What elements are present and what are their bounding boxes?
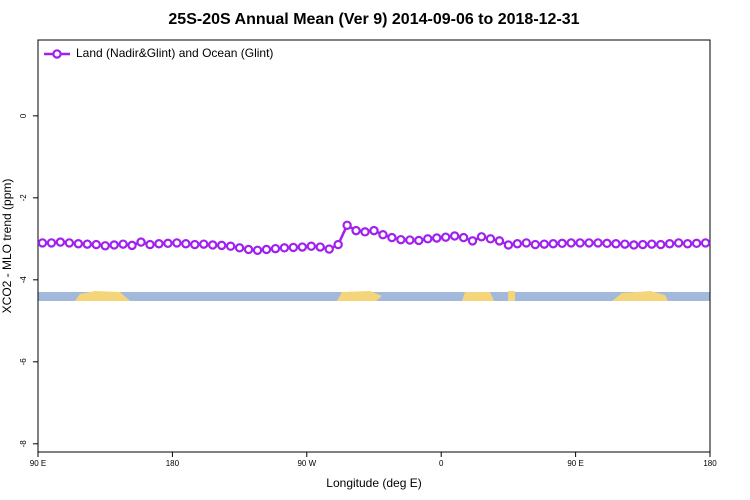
data-point bbox=[682, 239, 693, 249]
data-point bbox=[664, 239, 675, 249]
data-point bbox=[700, 238, 711, 248]
data-point bbox=[172, 238, 182, 248]
data-point bbox=[118, 239, 128, 249]
data-point bbox=[638, 239, 648, 250]
data-point bbox=[458, 232, 469, 243]
data-point bbox=[485, 234, 496, 244]
y-tick-label: -6 bbox=[19, 358, 28, 366]
data-point bbox=[360, 227, 370, 237]
data-point bbox=[82, 239, 92, 249]
data-point bbox=[691, 238, 702, 249]
data-point bbox=[423, 234, 433, 244]
data-point bbox=[530, 239, 540, 250]
y-axis-label: XCO2 - MLO trend (ppm) bbox=[0, 179, 14, 314]
x-axis-label: Longitude (deg E) bbox=[326, 476, 421, 490]
data-point bbox=[306, 241, 316, 251]
data-point bbox=[602, 238, 612, 249]
x-tick-label: 90 E bbox=[30, 459, 46, 468]
data-point bbox=[181, 239, 191, 249]
data-point bbox=[270, 243, 281, 254]
data-point bbox=[566, 238, 576, 248]
data-point bbox=[440, 232, 451, 242]
data-point bbox=[208, 240, 218, 250]
data-point bbox=[405, 235, 415, 245]
data-point bbox=[333, 239, 343, 250]
data-point bbox=[396, 234, 406, 245]
data-point bbox=[243, 244, 254, 255]
data-point bbox=[539, 239, 549, 249]
plot-frame bbox=[37, 39, 711, 453]
data-point bbox=[100, 241, 110, 251]
data-point bbox=[37, 238, 48, 248]
data-point bbox=[234, 243, 245, 253]
data-point bbox=[611, 239, 621, 249]
data-point bbox=[584, 238, 594, 248]
chart-title: 25S-20S Annual Mean (Ver 9) 2014-09-06 t… bbox=[168, 11, 579, 28]
legend-label: Land (Nadir&Glint) and Ocean (Glint) bbox=[76, 46, 273, 60]
data-point bbox=[476, 232, 487, 242]
data-point bbox=[55, 237, 66, 247]
data-point bbox=[673, 238, 684, 248]
data-point bbox=[64, 238, 75, 248]
data-point bbox=[414, 235, 424, 246]
data-point bbox=[342, 220, 352, 230]
data-point bbox=[199, 239, 209, 249]
data-point bbox=[261, 244, 272, 255]
data-point bbox=[512, 239, 523, 249]
data-point bbox=[225, 241, 236, 251]
data-point bbox=[548, 239, 558, 249]
data-point bbox=[252, 245, 263, 256]
data-point bbox=[297, 242, 308, 252]
x-tick-label: 180 bbox=[166, 459, 180, 468]
x-tick-label: 180 bbox=[703, 459, 717, 468]
data-point bbox=[494, 236, 505, 246]
data-point bbox=[521, 238, 532, 248]
data-point bbox=[656, 239, 666, 250]
data-point bbox=[145, 239, 155, 250]
x-tick-label: 0 bbox=[439, 459, 444, 468]
data-point bbox=[163, 238, 173, 249]
data-point bbox=[351, 225, 361, 236]
data-point bbox=[127, 240, 137, 251]
data-point bbox=[46, 238, 57, 248]
data-point bbox=[136, 237, 146, 247]
legend-marker bbox=[52, 49, 62, 59]
data-point bbox=[575, 238, 585, 248]
x-tick-label: 90 E bbox=[567, 459, 583, 468]
data-point bbox=[324, 244, 334, 254]
x-tick-label: 90 W bbox=[297, 459, 316, 468]
y-tick-label: -2 bbox=[19, 194, 28, 202]
data-point bbox=[449, 231, 460, 241]
data-point bbox=[629, 240, 639, 250]
data-point bbox=[503, 240, 514, 250]
data-point bbox=[620, 239, 630, 249]
data-point bbox=[369, 225, 379, 236]
data-point bbox=[109, 240, 119, 250]
data-point bbox=[190, 239, 200, 250]
data-point bbox=[467, 236, 478, 246]
data-point bbox=[288, 242, 299, 253]
land-ocean-strip bbox=[38, 291, 710, 301]
y-tick-label: -4 bbox=[19, 276, 28, 284]
data-point bbox=[557, 238, 567, 249]
data-point bbox=[647, 239, 657, 249]
data-point bbox=[216, 240, 227, 251]
data-point bbox=[154, 239, 164, 249]
data-point bbox=[73, 239, 84, 249]
data-point bbox=[432, 233, 442, 243]
y-tick-label: 0 bbox=[19, 113, 28, 118]
data-point bbox=[279, 243, 290, 253]
data-point bbox=[593, 238, 603, 248]
data-point bbox=[387, 232, 397, 243]
data-point bbox=[378, 230, 388, 240]
y-tick-label: -8 bbox=[19, 440, 28, 448]
data-point bbox=[315, 242, 325, 252]
data-point bbox=[91, 239, 101, 250]
